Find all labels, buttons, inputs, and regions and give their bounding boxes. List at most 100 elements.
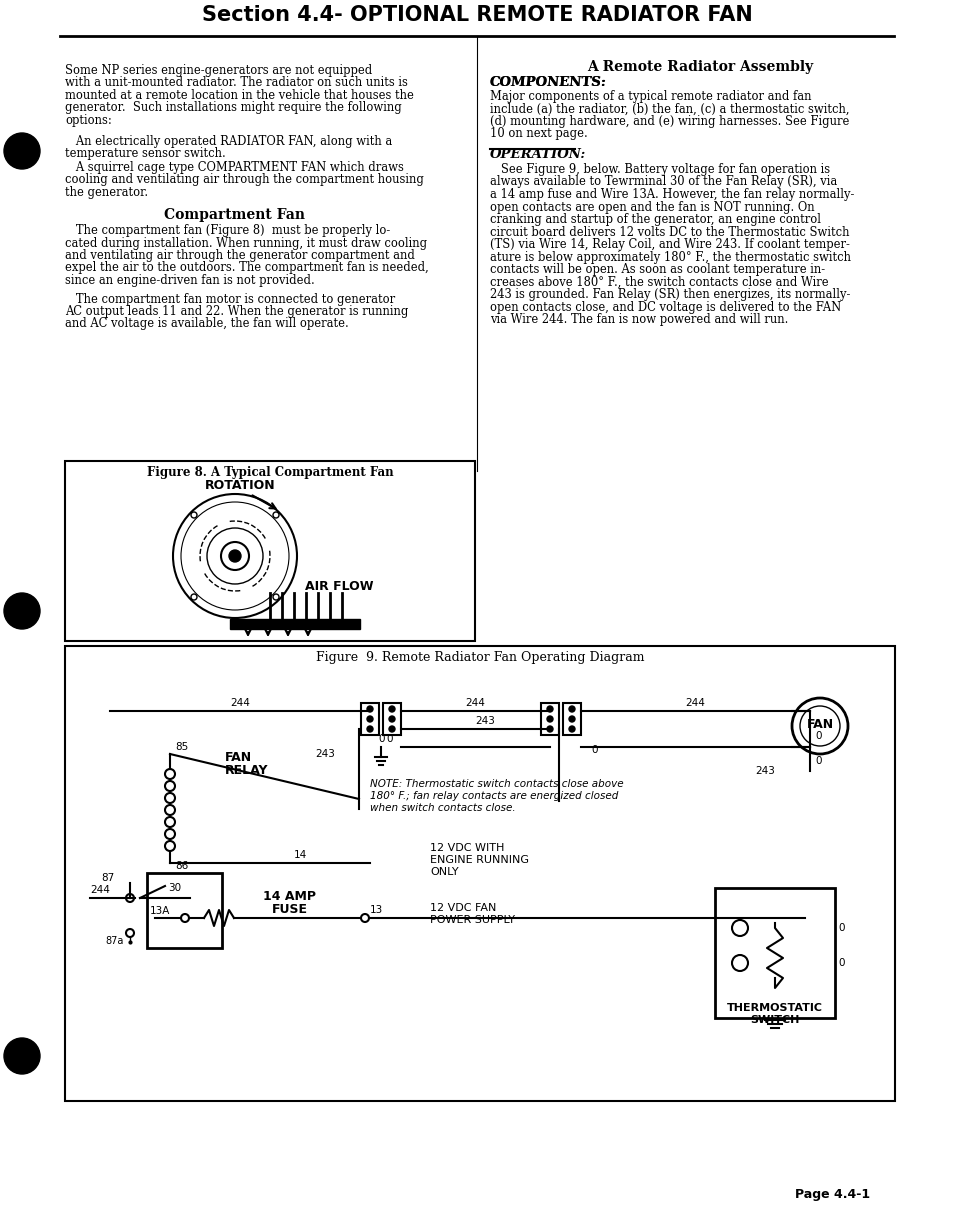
Circle shape xyxy=(367,726,373,732)
Text: FAN: FAN xyxy=(225,751,252,764)
Text: Compartment Fan: Compartment Fan xyxy=(164,208,305,222)
Text: 85: 85 xyxy=(174,742,188,752)
Text: 243: 243 xyxy=(475,716,495,726)
Circle shape xyxy=(389,707,395,712)
Text: 244: 244 xyxy=(230,698,250,708)
Text: open contacts close, and DC voltage is delivered to the FAN: open contacts close, and DC voltage is d… xyxy=(490,300,841,314)
Circle shape xyxy=(4,1038,40,1073)
Circle shape xyxy=(389,726,395,732)
Text: An electrically operated RADIATOR FAN, along with a: An electrically operated RADIATOR FAN, a… xyxy=(65,134,392,148)
Text: (d) mounting hardware, and (e) wiring harnesses. See Figure: (d) mounting hardware, and (e) wiring ha… xyxy=(490,114,848,128)
Text: Figure 8. A Typical Compartment Fan: Figure 8. A Typical Compartment Fan xyxy=(147,467,393,479)
Text: SWITCH: SWITCH xyxy=(749,1016,799,1025)
Circle shape xyxy=(4,593,40,629)
Circle shape xyxy=(568,726,575,732)
Circle shape xyxy=(360,913,369,922)
Text: ROTATION: ROTATION xyxy=(205,479,275,492)
Text: 180° F.; fan relay contacts are energized closed: 180° F.; fan relay contacts are energize… xyxy=(370,792,618,801)
Text: 243: 243 xyxy=(754,766,774,776)
Text: open contacts are open and the fan is NOT running. On: open contacts are open and the fan is NO… xyxy=(490,201,814,213)
Text: 243: 243 xyxy=(314,748,335,760)
Bar xyxy=(147,873,222,948)
Text: NOTE: Thermostatic switch contacts close above: NOTE: Thermostatic switch contacts close… xyxy=(370,779,623,789)
Text: 0: 0 xyxy=(837,958,843,968)
Text: 30: 30 xyxy=(169,883,181,892)
Text: Section 4.4- OPTIONAL REMOTE RADIATOR FAN: Section 4.4- OPTIONAL REMOTE RADIATOR FA… xyxy=(201,5,752,25)
Bar xyxy=(360,703,378,735)
Text: THERMOSTATIC: THERMOSTATIC xyxy=(726,1003,822,1013)
Text: (TS) via Wire 14, Relay Coil, and Wire 243. If coolant temper-: (TS) via Wire 14, Relay Coil, and Wire 2… xyxy=(490,238,849,251)
Circle shape xyxy=(229,550,241,563)
Text: ENGINE RUNNING: ENGINE RUNNING xyxy=(430,856,529,865)
Circle shape xyxy=(4,133,40,169)
Text: via Wire 244. The fan is now powered and will run.: via Wire 244. The fan is now powered and… xyxy=(490,313,787,326)
Circle shape xyxy=(367,707,373,712)
Text: 87a: 87a xyxy=(106,936,124,945)
Text: FAN: FAN xyxy=(805,718,833,730)
Text: 0: 0 xyxy=(378,734,385,744)
Text: 14 AMP: 14 AMP xyxy=(263,890,316,904)
Text: ONLY: ONLY xyxy=(430,867,458,876)
Text: circuit board delivers 12 volts DC to the Thermostatic Switch: circuit board delivers 12 volts DC to th… xyxy=(490,225,848,239)
Text: expel the air to the outdoors. The compartment fan is needed,: expel the air to the outdoors. The compa… xyxy=(65,261,428,275)
Text: Some NP series engine-generators are not equipped: Some NP series engine-generators are not… xyxy=(65,64,372,78)
Text: a 14 amp fuse and Wire 13A. However, the fan relay normally-: a 14 amp fuse and Wire 13A. However, the… xyxy=(490,188,854,201)
Text: FUSE: FUSE xyxy=(272,904,308,916)
Text: temperature sensor switch.: temperature sensor switch. xyxy=(65,146,226,160)
Text: The compartment fan motor is connected to generator: The compartment fan motor is connected t… xyxy=(65,293,395,305)
Bar xyxy=(65,460,475,641)
Text: 244: 244 xyxy=(90,885,110,895)
Text: 244: 244 xyxy=(464,698,484,708)
Text: when switch contacts close.: when switch contacts close. xyxy=(370,803,515,812)
Text: Major components of a typical remote radiator and fan: Major components of a typical remote rad… xyxy=(490,90,811,103)
Text: 12 VDC WITH: 12 VDC WITH xyxy=(430,843,504,853)
Text: 12 VDC FAN: 12 VDC FAN xyxy=(430,904,496,913)
Text: COMPONENTS:: COMPONENTS: xyxy=(490,76,606,89)
Text: RELAY: RELAY xyxy=(225,764,268,777)
Text: 87: 87 xyxy=(102,873,115,883)
Bar xyxy=(65,646,894,1101)
Circle shape xyxy=(568,716,575,723)
Text: Figure  9. Remote Radiator Fan Operating Diagram: Figure 9. Remote Radiator Fan Operating … xyxy=(315,651,643,664)
Text: 14: 14 xyxy=(294,849,306,860)
Text: ature is below approximately 180° F., the thermostatic switch: ature is below approximately 180° F., th… xyxy=(490,250,850,263)
Text: See Figure 9, below. Battery voltage for fan operation is: See Figure 9, below. Battery voltage for… xyxy=(490,162,829,176)
Circle shape xyxy=(367,716,373,723)
Text: POWER SUPPLY: POWER SUPPLY xyxy=(430,915,515,924)
Bar xyxy=(540,703,558,735)
Circle shape xyxy=(546,716,553,723)
Text: 0: 0 xyxy=(837,923,843,933)
Text: mounted at a remote location in the vehicle that houses the: mounted at a remote location in the vehi… xyxy=(65,89,414,102)
Bar xyxy=(714,888,834,1018)
Circle shape xyxy=(546,707,553,712)
Text: AC output leads 11 and 22. When the generator is running: AC output leads 11 and 22. When the gene… xyxy=(65,305,408,318)
Text: cranking and startup of the generator, an engine control: cranking and startup of the generator, a… xyxy=(490,213,821,227)
Text: contacts will be open. As soon as coolant temperature in-: contacts will be open. As soon as coolan… xyxy=(490,263,824,276)
Text: 13A: 13A xyxy=(150,906,170,916)
Text: generator.  Such installations might require the following: generator. Such installations might requ… xyxy=(65,101,401,114)
Text: 10 on next page.: 10 on next page. xyxy=(490,128,587,140)
Text: OPERATION:: OPERATION: xyxy=(490,148,586,161)
Circle shape xyxy=(126,929,133,937)
Text: 0: 0 xyxy=(814,731,821,741)
Text: include (a) the radiator, (b) the fan, (c) a thermostatic switch,: include (a) the radiator, (b) the fan, (… xyxy=(490,102,848,116)
Circle shape xyxy=(389,716,395,723)
Text: cooling and ventilating air through the compartment housing: cooling and ventilating air through the … xyxy=(65,174,423,187)
Bar xyxy=(562,703,580,735)
Text: since an engine-driven fan is not provided.: since an engine-driven fan is not provid… xyxy=(65,275,314,287)
Text: AIR FLOW: AIR FLOW xyxy=(305,580,374,593)
Text: always available to Tewrminal 30 of the Fan Relay (SR), via: always available to Tewrminal 30 of the … xyxy=(490,176,837,188)
Text: A Remote Radiator Assembly: A Remote Radiator Assembly xyxy=(586,60,812,74)
Text: and AC voltage is available, the fan will operate.: and AC voltage is available, the fan wil… xyxy=(65,318,349,330)
Text: the generator.: the generator. xyxy=(65,186,148,199)
Text: 86: 86 xyxy=(174,860,188,872)
Text: 0: 0 xyxy=(386,734,392,744)
Circle shape xyxy=(546,726,553,732)
Text: A squirrel cage type COMPARTMENT FAN which draws: A squirrel cage type COMPARTMENT FAN whi… xyxy=(65,161,403,174)
Text: cated during installation. When running, it must draw cooling: cated during installation. When running,… xyxy=(65,236,427,250)
Circle shape xyxy=(181,913,189,922)
Text: 0: 0 xyxy=(591,745,598,755)
Text: Page 4.4-1: Page 4.4-1 xyxy=(794,1188,869,1201)
Bar xyxy=(382,703,400,735)
Text: 244: 244 xyxy=(684,698,704,708)
